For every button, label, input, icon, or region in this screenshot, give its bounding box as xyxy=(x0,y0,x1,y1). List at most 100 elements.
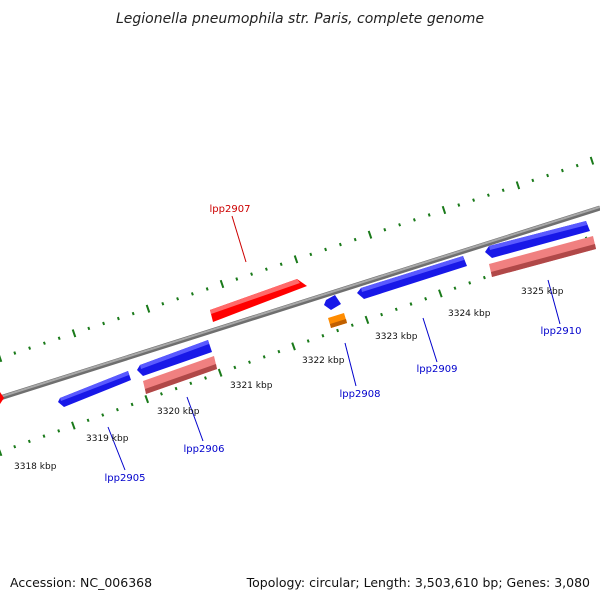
minor-tick xyxy=(131,311,135,316)
feature-lpp2907[interactable] xyxy=(210,279,307,322)
minor-tick xyxy=(380,312,384,317)
minor-tick xyxy=(42,341,46,345)
minor-tick xyxy=(42,434,46,438)
minor-tick xyxy=(205,287,209,291)
minor-tick xyxy=(57,336,61,341)
major-tick xyxy=(293,255,299,264)
gene-labels: lpp2907 lpp2905 lpp2906 lpp2908 lpp2909 … xyxy=(105,204,582,484)
minor-tick xyxy=(575,163,579,168)
minor-tick xyxy=(250,272,254,276)
minor-tick xyxy=(468,281,472,285)
edge-feature-red xyxy=(0,392,4,404)
minor-tick xyxy=(453,286,457,290)
minor-tick xyxy=(321,333,325,338)
minor-tick xyxy=(28,346,32,350)
minor-tick xyxy=(102,321,106,326)
minor-tick xyxy=(161,301,165,306)
minor-tick xyxy=(248,360,251,364)
label-lpp2906[interactable]: lpp2906 xyxy=(184,444,225,455)
kbp-label: 3323 kbp xyxy=(375,332,418,342)
feature-lpp2908[interactable] xyxy=(324,295,341,310)
gene-features xyxy=(0,221,596,407)
major-tick xyxy=(145,304,151,313)
upper-tick-track xyxy=(0,156,595,363)
major-tick xyxy=(71,329,77,338)
minor-tick xyxy=(264,267,268,271)
minor-tick xyxy=(412,218,416,222)
label-leader-lines xyxy=(107,215,561,471)
minor-tick xyxy=(279,262,283,267)
minor-tick xyxy=(486,193,490,197)
kbp-labels: 3318 kbp 3319 kbp 3320 kbp 3321 kbp 3322… xyxy=(14,287,564,472)
minor-tick xyxy=(159,392,163,396)
minor-tick xyxy=(13,351,17,355)
minor-tick xyxy=(262,355,266,359)
minor-tick xyxy=(338,242,342,247)
kbp-label: 3321 kbp xyxy=(230,381,273,391)
minor-tick xyxy=(350,323,354,327)
minor-tick xyxy=(233,365,237,370)
minor-tick xyxy=(531,178,535,183)
major-tick xyxy=(217,368,223,377)
minor-tick xyxy=(174,386,178,391)
minor-tick xyxy=(501,188,505,193)
major-tick xyxy=(219,279,225,289)
major-tick xyxy=(515,181,521,190)
genome-backbone xyxy=(0,205,600,401)
minor-tick xyxy=(353,237,357,242)
minor-tick xyxy=(398,223,402,227)
minor-tick xyxy=(394,307,398,312)
minor-tick xyxy=(86,418,90,423)
major-tick xyxy=(0,354,3,363)
minor-tick xyxy=(57,429,61,433)
minor-tick xyxy=(87,326,91,331)
kbp-label: 3324 kbp xyxy=(448,309,491,319)
major-tick xyxy=(291,342,296,351)
minor-tick xyxy=(235,277,239,281)
major-tick xyxy=(367,230,373,239)
major-tick xyxy=(589,156,595,165)
genome-summary-text: Topology: circular; Length: 3,503,610 bp… xyxy=(246,575,590,590)
major-tick xyxy=(364,315,370,325)
minor-tick xyxy=(427,213,431,217)
label-lpp2910[interactable]: lpp2910 xyxy=(541,326,582,337)
label-lpp2909[interactable]: lpp2909 xyxy=(417,364,458,375)
minor-tick xyxy=(189,381,193,386)
label-lpp2907[interactable]: lpp2907 xyxy=(210,204,251,215)
minor-tick xyxy=(309,252,313,257)
minor-tick xyxy=(101,413,105,417)
label-lpp2908[interactable]: lpp2908 xyxy=(340,389,381,400)
minor-tick xyxy=(27,439,31,444)
minor-tick xyxy=(176,297,180,301)
minor-tick xyxy=(409,302,413,306)
minor-tick xyxy=(482,275,486,280)
accession-text: Accession: NC_006368 xyxy=(10,575,152,590)
kbp-label: 3319 kbp xyxy=(86,434,129,444)
minor-tick xyxy=(336,328,340,333)
minor-tick xyxy=(472,198,476,202)
minor-tick xyxy=(457,203,461,207)
minor-tick xyxy=(424,297,428,301)
kbp-label: 3325 kbp xyxy=(521,287,564,297)
kbp-label: 3322 kbp xyxy=(302,356,345,366)
minor-tick xyxy=(306,339,310,343)
minor-tick xyxy=(560,168,564,173)
minor-tick xyxy=(324,247,328,252)
major-tick xyxy=(0,449,3,457)
minor-tick xyxy=(277,349,281,354)
kbp-label: 3320 kbp xyxy=(157,407,200,417)
map-title: Legionella pneumophila str. Paris, compl… xyxy=(116,11,484,27)
minor-tick xyxy=(383,227,387,232)
major-tick xyxy=(71,421,76,430)
minor-tick xyxy=(190,292,194,296)
minor-tick xyxy=(115,407,119,412)
major-tick xyxy=(144,395,150,404)
label-lpp2905[interactable]: lpp2905 xyxy=(105,473,146,484)
minor-tick xyxy=(130,402,134,407)
major-tick xyxy=(438,289,443,298)
kbp-label: 3318 kbp xyxy=(14,462,57,472)
minor-tick xyxy=(546,173,550,178)
minor-tick xyxy=(116,316,120,321)
major-tick xyxy=(441,205,447,215)
